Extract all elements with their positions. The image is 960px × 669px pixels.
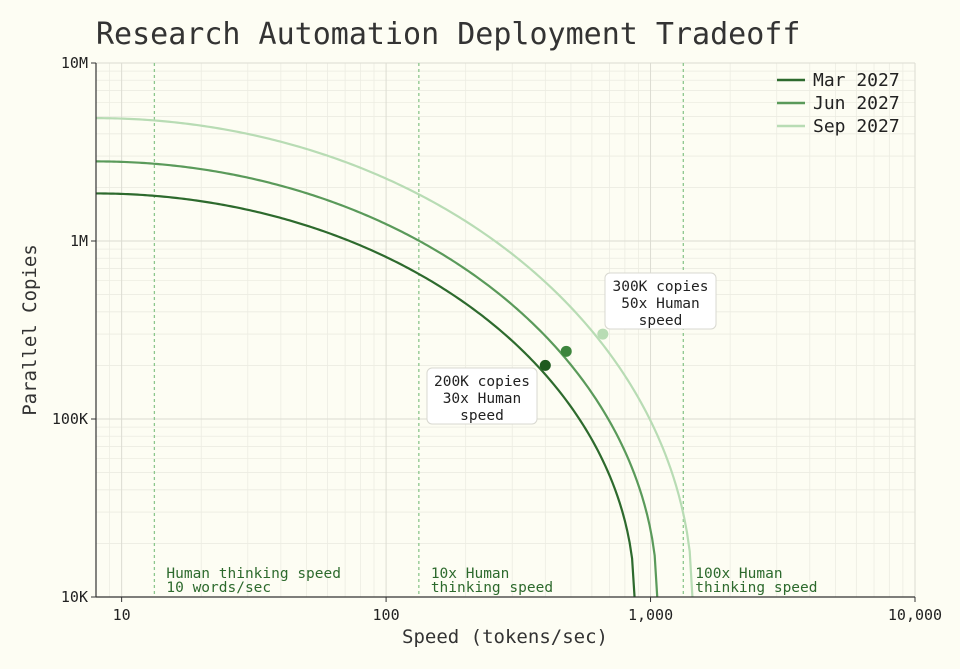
annotation-text: 50x Human (621, 296, 700, 312)
plot-background (96, 63, 915, 597)
data-point-marker (597, 328, 609, 340)
data-point-marker (539, 359, 551, 371)
y-tick-label: 100K (52, 410, 88, 428)
annotation-text: 300K copies (612, 279, 708, 295)
y-tick-label: 10M (61, 54, 88, 72)
series-line (96, 117, 694, 598)
reference-line-label: 100x Human (695, 566, 782, 582)
x-tick-label: 10,000 (888, 606, 942, 624)
reference-line-label: thinking speed (695, 580, 817, 596)
series-line (96, 160, 659, 598)
y-axis-label: Parallel Copies (19, 244, 41, 416)
reference-line-label: thinking speed (431, 580, 553, 596)
x-axis-label: Speed (tokens/sec) (402, 626, 608, 648)
chart-title: Research Automation Deployment Tradeoff (96, 17, 800, 52)
legend-label: Sep 2027 (813, 116, 900, 137)
x-tick-label: 1,000 (628, 606, 673, 624)
series-markers (539, 328, 609, 371)
legend-label: Mar 2027 (813, 70, 900, 91)
annotation-text: 200K copies (434, 374, 530, 390)
data-point-marker (560, 345, 572, 357)
series-curves (95, 117, 694, 598)
x-tick-label: 10 (113, 606, 131, 624)
annotation-text: speed (460, 408, 504, 424)
annotation-box (604, 272, 717, 330)
annotation-text: 30x Human (443, 391, 522, 407)
x-tick-label: 100 (373, 606, 400, 624)
y-tick-label: 1M (70, 232, 88, 250)
reference-line-label: 10 words/sec (166, 580, 271, 596)
annotation-box (426, 367, 538, 425)
reference-line-label: 10x Human (431, 566, 510, 582)
axes (95, 63, 915, 598)
reference-line-label: Human thinking speed (166, 566, 341, 582)
plot-area (96, 63, 915, 597)
y-tick-label: 10K (61, 588, 88, 606)
series-line (95, 192, 636, 598)
legend-label: Jun 2027 (813, 93, 900, 114)
annotation-text: speed (639, 313, 683, 329)
minor-grid (96, 63, 915, 597)
x-axis-ticks: 10 100 1,000 10,000 (113, 597, 942, 624)
y-axis-ticks: 10K 100K 1M 10M (52, 54, 96, 606)
